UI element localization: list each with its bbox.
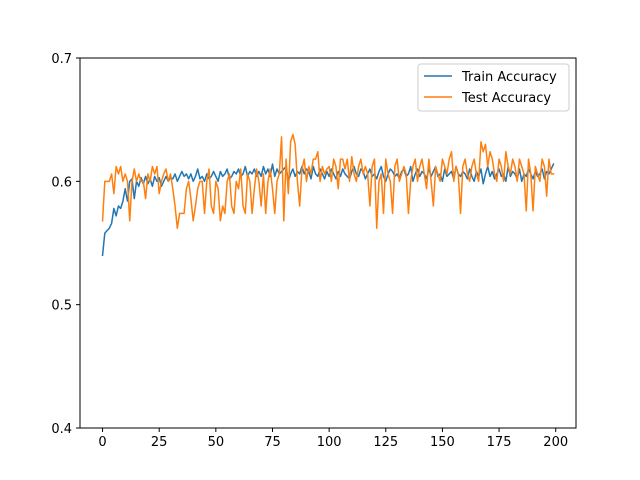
legend: Train Accuracy Test Accuracy bbox=[417, 63, 570, 112]
x-tick-label: 200 bbox=[543, 435, 568, 450]
x-tick-label: 100 bbox=[317, 435, 342, 450]
legend-box bbox=[417, 63, 570, 112]
x-tick-label: 50 bbox=[208, 435, 225, 450]
x-tick-label: 75 bbox=[264, 435, 281, 450]
series-line-2 bbox=[101, 133, 555, 229]
legend-label-1: Train Accuracy bbox=[461, 70, 557, 85]
x-tick-label: 150 bbox=[430, 435, 455, 450]
x-tick-label: 125 bbox=[373, 435, 398, 450]
axes-frame bbox=[79, 57, 577, 429]
y-tick-label: 0.7 bbox=[51, 52, 72, 67]
series-layer bbox=[101, 133, 555, 257]
y-tick-label: 0.6 bbox=[51, 175, 72, 190]
x-tick-label: 0 bbox=[98, 435, 106, 450]
x-tick-label: 25 bbox=[151, 435, 168, 450]
y-tick-label: 0.5 bbox=[51, 299, 72, 314]
x-tick-label: 175 bbox=[487, 435, 512, 450]
legend-label-2: Test Accuracy bbox=[461, 91, 551, 106]
tick-layer: 0 25 50 75 100 125 150 175 200 0.4 0.5 0.6 0.7 bbox=[51, 52, 568, 450]
y-tick-label: 0.4 bbox=[51, 422, 72, 437]
